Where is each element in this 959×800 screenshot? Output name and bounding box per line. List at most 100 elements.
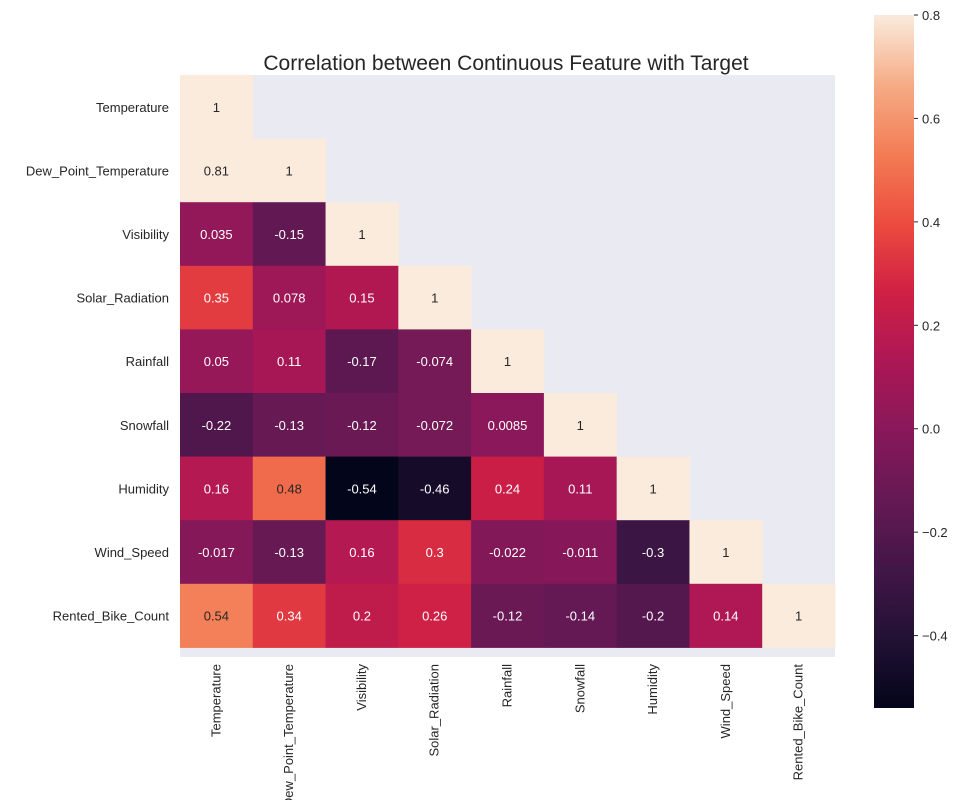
y-tick-label: Rented_Bike_Count <box>53 609 170 624</box>
heatmap-cell <box>252 393 327 458</box>
heatmap-cell <box>180 520 254 585</box>
cell-value-label: 0.2 <box>353 609 371 624</box>
cell-value-label: -0.14 <box>565 609 595 624</box>
heatmap-cell <box>543 520 618 585</box>
x-tick-label: Rented_Bike_Count <box>791 664 806 781</box>
cell-value-label: -0.011 <box>562 545 598 560</box>
heatmap-cell <box>180 202 254 267</box>
cell-value-label: 0.34 <box>277 609 302 624</box>
colorbar-tick-label: 0.6 <box>922 111 940 126</box>
heatmap-cell <box>180 456 254 521</box>
cell-value-label: 0.81 <box>204 163 229 178</box>
heatmap-cell <box>616 520 690 585</box>
heatmap-cell <box>398 583 472 648</box>
cell-value-label: -0.12 <box>347 418 377 433</box>
cell-value-label: 0.0085 <box>488 418 528 433</box>
heatmap-cell <box>252 583 327 648</box>
cell-value-label: -0.54 <box>347 481 377 496</box>
heatmap-cell <box>398 265 472 330</box>
y-tick-label: Snowfall <box>120 418 169 433</box>
cell-value-label: -0.074 <box>416 354 453 369</box>
y-tick-label: Dew_Point_Temperature <box>26 163 169 178</box>
cell-value-label: -0.15 <box>274 227 304 242</box>
heatmap-cell <box>471 329 545 394</box>
cell-value-label: 0.16 <box>349 545 374 560</box>
y-tick-label: Visibility <box>122 227 169 242</box>
heatmap-cell <box>398 393 472 458</box>
colorbar <box>874 15 914 708</box>
cell-value-label: 0.26 <box>422 609 447 624</box>
cell-value-label: 1 <box>722 545 729 560</box>
heatmap-cell <box>325 202 399 267</box>
heatmap-cell <box>180 138 254 203</box>
heatmap-cell <box>325 456 399 521</box>
colorbar-ticks: 0.8 0.6 0.4 0.2 0.0 −0.2 −0.4 <box>914 8 948 644</box>
cell-value-label: 1 <box>577 418 584 433</box>
cell-value-label: -0.12 <box>493 609 523 624</box>
heatmap-cell <box>325 265 399 330</box>
colorbar-tick-label: 0.8 <box>922 8 940 23</box>
cell-value-label: -0.022 <box>489 545 526 560</box>
cell-value-label: -0.017 <box>198 545 235 560</box>
cell-value-label: 0.14 <box>713 609 738 624</box>
cell-value-label: 0.3 <box>426 545 444 560</box>
cell-value-label: 1 <box>649 481 656 496</box>
heatmap-cell <box>325 520 399 585</box>
x-tick-label: Solar_Radiation <box>427 664 442 757</box>
cell-value-label: -0.2 <box>642 609 664 624</box>
heatmap-cell <box>252 138 327 203</box>
heatmap-cell <box>543 393 618 458</box>
colorbar-tick-label: 0.4 <box>922 215 940 230</box>
cell-value-label: 1 <box>286 163 293 178</box>
colorbar-tick-label: 0.2 <box>922 318 940 333</box>
cell-value-label: -0.22 <box>202 418 232 433</box>
heatmap-cell <box>471 583 545 648</box>
cell-value-label: -0.13 <box>274 545 304 560</box>
cell-value-label: 0.11 <box>568 481 592 496</box>
chart-title: Correlation between Continuous Feature w… <box>263 52 748 75</box>
y-tick-label: Temperature <box>96 100 169 115</box>
heatmap-cell <box>471 456 545 521</box>
heatmap-cell <box>180 75 254 140</box>
heatmap-cell <box>180 393 254 458</box>
cell-value-label: 0.35 <box>204 291 229 306</box>
cell-value-label: -0.3 <box>642 545 664 560</box>
cell-value-label: 0.16 <box>204 481 229 496</box>
cell-value-label: 0.54 <box>204 609 229 624</box>
heatmap-cell <box>252 329 327 394</box>
cell-value-label: 0.078 <box>273 291 306 306</box>
cell-value-label: -0.072 <box>416 418 453 433</box>
cell-value-label: 0.05 <box>204 354 229 369</box>
cell-value-label: 1 <box>213 100 220 115</box>
cell-value-label: 0.24 <box>495 481 520 496</box>
heatmap-cell <box>543 456 618 521</box>
heatmap-cell <box>325 583 399 648</box>
heatmap-cell <box>180 329 254 394</box>
x-tick-label: Wind_Speed <box>718 664 733 738</box>
heatmap-cell <box>471 520 545 585</box>
y-tick-label: Rainfall <box>126 354 169 369</box>
heatmap-cells: 1 0.81 1 0.035 -0.15 1 0.35 0.078 0.15 1 0.05 0.11 -… <box>180 75 836 648</box>
heatmap-cell <box>180 265 254 330</box>
x-tick-label: Temperature <box>208 664 223 737</box>
cell-value-label: 0.48 <box>277 481 302 496</box>
x-tick-label: Visibility <box>354 664 369 711</box>
cell-value-label: 0.035 <box>200 227 233 242</box>
cell-value-label: 1 <box>431 291 438 306</box>
heatmap-cell <box>180 583 254 648</box>
x-tick-label: Humidity <box>645 664 660 715</box>
cell-value-label: 1 <box>504 354 511 369</box>
heatmap-cell <box>543 583 618 648</box>
x-tick-label: Snowfall <box>572 664 587 713</box>
colorbar-tick-label: 0.0 <box>922 422 940 437</box>
heatmap-cell <box>689 520 763 585</box>
heatmap-cell <box>252 456 327 521</box>
x-tick-label: Dew_Point_Temperature <box>281 664 296 800</box>
heatmap-cell <box>471 393 545 458</box>
cell-value-label: 1 <box>358 227 365 242</box>
heatmap-cell <box>252 202 327 267</box>
heatmap-cell <box>398 329 472 394</box>
heatmap-cell <box>616 456 690 521</box>
cell-value-label: 0.11 <box>277 354 301 369</box>
colorbar-tick-label: −0.2 <box>922 525 948 540</box>
